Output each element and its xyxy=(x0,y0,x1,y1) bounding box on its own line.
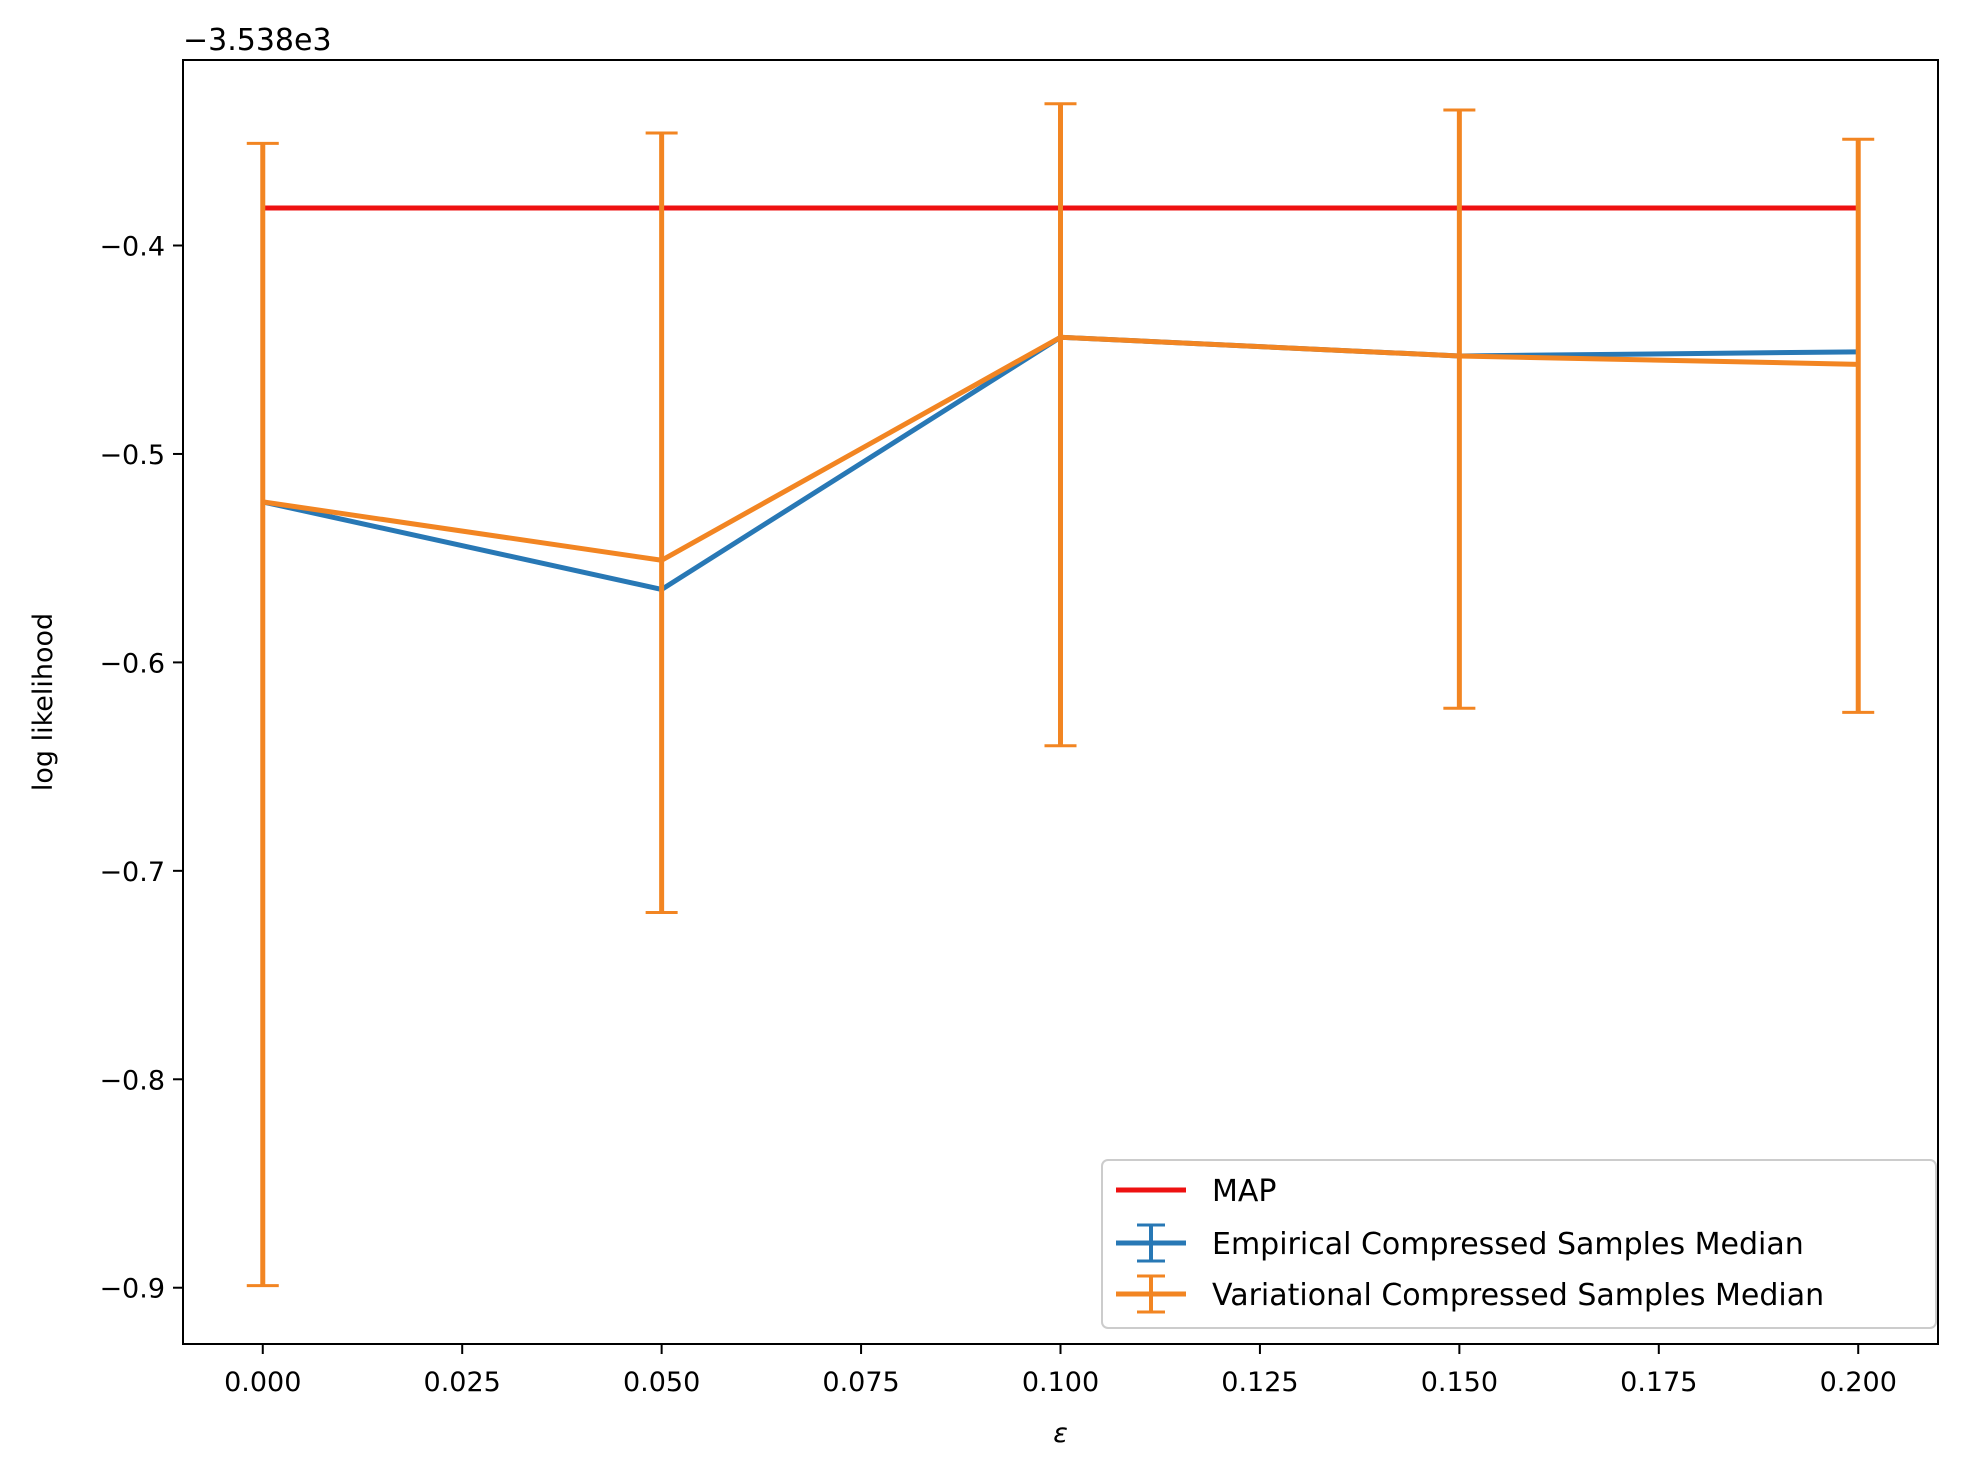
x-tick-label: 0.050 xyxy=(623,1367,700,1398)
y-tick-label: −0.9 xyxy=(99,1274,165,1305)
x-tick-label: 0.200 xyxy=(1820,1367,1897,1398)
x-axis: 0.000 0.025 0.050 0.075 0.100 0.125 0.150 0.175… xyxy=(224,1344,1897,1398)
x-tick-label: 0.150 xyxy=(1421,1367,1498,1398)
y-tick-label: −0.4 xyxy=(99,232,165,263)
x-tick-label: 0.100 xyxy=(1022,1367,1099,1398)
x-tick-label: 0.000 xyxy=(224,1367,301,1398)
y-tick-label: −0.5 xyxy=(99,440,165,471)
legend-box xyxy=(1101,1159,1937,1329)
y-axis-offset-label: −3.538e3 xyxy=(183,23,332,58)
x-tick-label: 0.175 xyxy=(1620,1367,1697,1398)
x-tick-label: 0.125 xyxy=(1221,1367,1298,1398)
y-axis: −0.4 −0.5 −0.6 −0.7 −0.8 −0.9 xyxy=(99,232,183,1305)
errorbar-layer xyxy=(246,102,1875,1288)
legend-entry-label: MAP xyxy=(1212,1174,1277,1209)
legend: MAP Empirical Compressed Samples Median Va… xyxy=(1101,1159,1937,1329)
y-tick-label: −0.8 xyxy=(99,1065,165,1096)
y-axis-label: log likelihood xyxy=(28,613,59,791)
x-tick-label: 0.075 xyxy=(822,1367,899,1398)
y-tick-label: −0.6 xyxy=(99,648,165,679)
x-axis-label: ε xyxy=(1053,1418,1068,1449)
x-tick-label: 0.025 xyxy=(424,1367,501,1398)
y-tick-label: −0.7 xyxy=(99,857,165,888)
legend-entry-label: Variational Compressed Samples Median xyxy=(1212,1278,1824,1313)
legend-entry-label: Empirical Compressed Samples Median xyxy=(1212,1227,1804,1262)
